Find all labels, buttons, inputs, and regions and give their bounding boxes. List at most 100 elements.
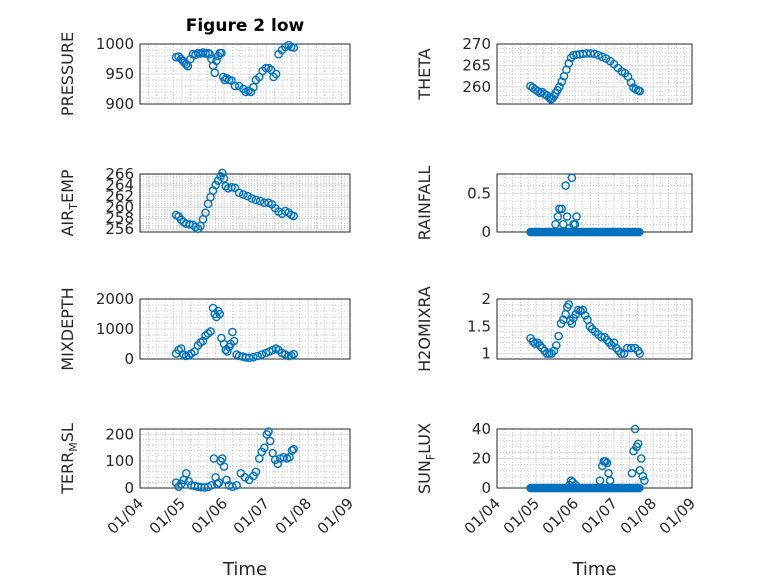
data-point xyxy=(635,86,645,96)
data-point xyxy=(261,63,271,73)
data-point xyxy=(236,468,246,478)
data-point xyxy=(230,183,240,193)
data-point xyxy=(219,462,229,471)
data-point xyxy=(264,427,273,436)
y-tick-label: 260 xyxy=(105,198,134,216)
data-point xyxy=(257,350,267,359)
data-point xyxy=(215,309,225,319)
data-point xyxy=(616,349,626,358)
data-point xyxy=(629,83,638,93)
axes-box xyxy=(496,173,693,233)
data-point xyxy=(570,219,580,229)
data-point xyxy=(605,476,615,485)
x-tick-label: 01/08 xyxy=(272,494,315,537)
axes-box xyxy=(496,43,693,105)
data-point xyxy=(609,338,619,347)
x-axis-label: Time xyxy=(571,559,616,580)
x-tick-label: 01/07 xyxy=(230,494,273,537)
y-axis-label: THETA xyxy=(415,48,434,100)
y-tick-label: 100 xyxy=(105,452,134,470)
y-tick-label: 258 xyxy=(105,209,134,227)
data-point xyxy=(210,68,220,78)
data-point xyxy=(635,349,645,358)
data-point xyxy=(244,353,254,363)
x-tick-label: 01/08 xyxy=(617,494,660,537)
y-tick-label: 1000 xyxy=(96,35,134,53)
y-tick-label: 1000 xyxy=(96,320,134,338)
data-point xyxy=(554,331,563,341)
data-point xyxy=(551,341,561,350)
data-point xyxy=(586,49,595,58)
data-point xyxy=(203,329,213,338)
data-point xyxy=(265,436,275,446)
y-tick-label: 1 xyxy=(481,345,491,363)
data-point xyxy=(590,49,599,59)
data-point xyxy=(569,50,578,60)
x-tick-label: 01/05 xyxy=(146,494,189,537)
data-point xyxy=(635,227,644,237)
data-point xyxy=(561,181,570,190)
data-point xyxy=(234,188,244,198)
y-axis-label: PRESSURE xyxy=(58,32,77,116)
data-point xyxy=(232,481,241,490)
data-point xyxy=(205,49,215,59)
data-point xyxy=(626,78,636,87)
data-point xyxy=(533,86,542,96)
panel-rainfall: 00.5 xyxy=(467,173,693,241)
y-tick-label: 20 xyxy=(472,450,491,468)
data-point xyxy=(630,424,640,434)
y-tick-label: 200 xyxy=(105,425,134,443)
data-point xyxy=(640,476,649,485)
data-point xyxy=(251,467,261,477)
chart-title: Figure 2 low xyxy=(186,16,305,36)
data-point xyxy=(186,54,195,64)
data-point xyxy=(287,446,297,455)
panel-h2omixra: 11.52 xyxy=(467,290,693,363)
data-point xyxy=(212,479,222,489)
y-axis-label: TERRMSL xyxy=(58,423,80,495)
data-point xyxy=(564,300,574,309)
data-point xyxy=(580,311,590,320)
data-point xyxy=(223,347,232,356)
data-point xyxy=(626,343,636,353)
y-tick-label: 256 xyxy=(105,220,134,238)
x-axis-label: Time xyxy=(222,559,267,580)
y-axis-label: SUNFLUX xyxy=(415,423,437,494)
y-axis-label: H2OMIXRA xyxy=(415,286,434,372)
data-point xyxy=(249,352,258,362)
data-point xyxy=(635,483,644,493)
y-tick-label: 265 xyxy=(462,56,491,74)
data-point xyxy=(564,58,574,68)
data-point xyxy=(251,195,261,205)
data-point xyxy=(218,168,227,178)
data-point xyxy=(571,480,581,490)
data-point xyxy=(227,182,236,192)
data-point xyxy=(260,443,269,453)
data-point xyxy=(181,468,191,478)
data-point xyxy=(578,305,588,315)
x-tick-label: 01/06 xyxy=(188,494,231,537)
data-point xyxy=(239,190,248,199)
y-tick-label: 0 xyxy=(481,223,491,241)
axes-box xyxy=(139,173,351,233)
data-point xyxy=(212,56,221,66)
x-tick-label: 01/07 xyxy=(578,494,621,537)
data-point xyxy=(181,60,191,69)
data-point xyxy=(594,50,603,60)
y-tick-label: 262 xyxy=(105,187,134,205)
data-point xyxy=(551,219,560,229)
y-tick-label: 2 xyxy=(481,290,491,308)
y-tick-label: 0 xyxy=(124,479,134,497)
y-tick-label: 270 xyxy=(462,35,491,53)
panel-mixdepth: 0 1000 2000 xyxy=(96,290,351,368)
data-point xyxy=(221,181,230,191)
x-tick-label: 01/06 xyxy=(539,494,582,537)
data-point xyxy=(559,219,568,229)
data-point xyxy=(228,327,237,337)
data-point xyxy=(247,194,257,203)
data-point xyxy=(549,346,559,356)
data-point xyxy=(633,439,643,449)
